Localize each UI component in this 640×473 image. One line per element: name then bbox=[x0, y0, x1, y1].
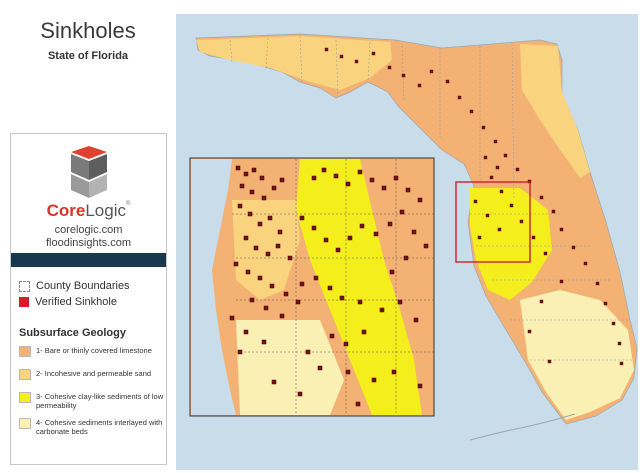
geology-label-1: 1- Bare or thinly covered limestone bbox=[36, 346, 152, 355]
inset-sinkholes bbox=[229, 165, 429, 407]
geology-title: Subsurface Geology bbox=[19, 327, 126, 339]
inset-highlight-box bbox=[455, 181, 531, 263]
inset-clay-band bbox=[296, 159, 422, 415]
page-subtitle: State of Florida bbox=[47, 50, 129, 62]
geology-class-2: 2- Incohesive and permeable sand bbox=[19, 369, 164, 380]
geology-swatch-2 bbox=[19, 369, 31, 380]
legend-county-boundaries: County Boundaries bbox=[19, 280, 130, 292]
county-boundary-swatch bbox=[19, 280, 30, 292]
geology-class-4: 4- Cohesive sediments interlayed with ca… bbox=[19, 418, 164, 436]
florida-keys bbox=[469, 413, 576, 441]
sinkhole-swatch bbox=[19, 297, 29, 307]
corelogic-logo-icon bbox=[71, 146, 107, 198]
geology-label-3: 3- Cohesive clay-like sediments of low p… bbox=[36, 392, 164, 410]
title-block: Sinkholes State of Florida bbox=[0, 18, 176, 62]
brand-core: Core bbox=[46, 201, 86, 220]
inset-sand-area bbox=[232, 200, 300, 300]
brand-trademark: ® bbox=[125, 201, 131, 207]
brand-name: CoreLogic® bbox=[11, 201, 166, 221]
legend-county-label: County Boundaries bbox=[36, 280, 130, 292]
link-corelogic[interactable]: corelogic.com bbox=[54, 224, 123, 236]
page-title: Sinkholes bbox=[40, 18, 136, 43]
northeast-sand bbox=[520, 44, 590, 178]
website-links: corelogic.com floodinsights.com bbox=[11, 224, 166, 250]
legend-panel: CoreLogic® corelogic.com floodinsights.c… bbox=[10, 133, 167, 465]
link-floodinsights[interactable]: floodinsights.com bbox=[46, 237, 131, 249]
legend-verified-sinkhole: Verified Sinkhole bbox=[19, 296, 117, 308]
geology-label-4: 4- Cohesive sediments interlayed with ca… bbox=[36, 418, 163, 436]
brand-logic: Logic bbox=[85, 201, 126, 220]
geology-swatch-3 bbox=[19, 392, 31, 403]
southern-peninsula-sediments bbox=[520, 290, 634, 420]
geology-class-3: 3- Cohesive clay-like sediments of low p… bbox=[19, 392, 164, 410]
inset-gulf-water bbox=[191, 159, 236, 415]
legend-sinkhole-label: Verified Sinkhole bbox=[35, 296, 117, 308]
geology-label-2: 2- Incohesive and permeable sand bbox=[36, 369, 152, 378]
ridge-clay bbox=[470, 188, 552, 300]
inset-map[interactable] bbox=[189, 157, 435, 417]
divider-band bbox=[11, 253, 166, 267]
panhandle-sand bbox=[196, 36, 392, 90]
geology-swatch-1 bbox=[19, 346, 31, 357]
geology-swatch-4 bbox=[19, 418, 31, 429]
florida-map[interactable] bbox=[176, 14, 638, 470]
geology-class-1: 1- Bare or thinly covered limestone bbox=[19, 346, 164, 357]
county-boundaries bbox=[229, 35, 632, 361]
